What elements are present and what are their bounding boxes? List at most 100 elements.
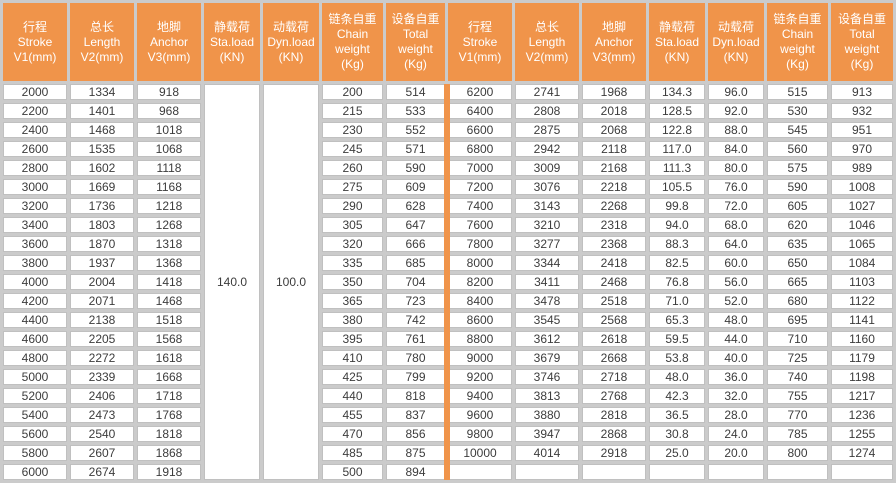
cell-right-sta-load: 42.3 (649, 388, 705, 404)
cell-left-chain-weight: 485 (322, 445, 383, 461)
table-row: 3200 1736 1218 290 628 7400 3143 2268 99.8 72.0 60… (3, 198, 893, 214)
cell-right-dyn-load: 88.0 (708, 122, 764, 138)
cell-right-chain-weight: 545 (767, 122, 828, 138)
header-left-col-2: 地脚 Anchor V3(mm) (137, 3, 201, 81)
cell-left-stroke: 2800 (3, 160, 67, 176)
cell-right-sta-load (649, 464, 705, 480)
cell-right-total-weight: 913 (831, 84, 893, 100)
table-row: 5800 2607 1868 485 875 10000 4014 2918 25.0 20.0 8… (3, 445, 893, 461)
cell-right-dyn-load: 40.0 (708, 350, 764, 366)
cell-right-chain-weight: 590 (767, 179, 828, 195)
cell-left-anchor: 1268 (137, 217, 201, 233)
cell-right-stroke: 9200 (448, 369, 512, 385)
cell-left-stroke: 4600 (3, 331, 67, 347)
cell-left-total-weight: 571 (386, 141, 445, 157)
cell-right-length: 3076 (515, 179, 579, 195)
cell-left-stroke: 5600 (3, 426, 67, 442)
cell-right-anchor: 2618 (582, 331, 646, 347)
cell-right-length: 4014 (515, 445, 579, 461)
table-row: 5600 2540 1818 470 856 9800 3947 2868 30.8 24.0 78… (3, 426, 893, 442)
cell-right-chain-weight (767, 464, 828, 480)
table-row: 3000 1669 1168 275 609 7200 3076 2218 105.5 76.0 5… (3, 179, 893, 195)
cell-right-sta-load: 111.3 (649, 160, 705, 176)
cell-right-sta-load: 36.5 (649, 407, 705, 423)
cell-right-chain-weight: 650 (767, 255, 828, 271)
cell-right-anchor: 2468 (582, 274, 646, 290)
cell-right-total-weight: 1236 (831, 407, 893, 423)
cell-left-total-weight: 837 (386, 407, 445, 423)
cell-right-chain-weight: 605 (767, 198, 828, 214)
cell-right-chain-weight: 695 (767, 312, 828, 328)
cell-right-stroke: 6600 (448, 122, 512, 138)
cell-right-chain-weight: 665 (767, 274, 828, 290)
cell-right-chain-weight: 635 (767, 236, 828, 252)
cell-right-anchor: 2068 (582, 122, 646, 138)
cell-right-total-weight: 1255 (831, 426, 893, 442)
cell-right-length: 3880 (515, 407, 579, 423)
cell-right-chain-weight: 725 (767, 350, 828, 366)
cell-left-anchor: 1918 (137, 464, 201, 480)
cell-right-anchor: 2668 (582, 350, 646, 366)
cell-right-chain-weight: 575 (767, 160, 828, 176)
cell-left-anchor: 1068 (137, 141, 201, 157)
cell-right-chain-weight: 530 (767, 103, 828, 119)
cell-right-sta-load: 76.8 (649, 274, 705, 290)
cell-right-anchor: 2168 (582, 160, 646, 176)
cell-right-length: 2875 (515, 122, 579, 138)
cell-left-anchor: 1418 (137, 274, 201, 290)
table-row: 2800 1602 1118 260 590 7000 3009 2168 111.3 80.0 5… (3, 160, 893, 176)
cell-left-length: 2540 (70, 426, 134, 442)
cell-left-length: 2138 (70, 312, 134, 328)
cell-left-length: 1334 (70, 84, 134, 100)
cell-right-dyn-load: 48.0 (708, 312, 764, 328)
cell-left-anchor: 1018 (137, 122, 201, 138)
cell-right-dyn-load: 28.0 (708, 407, 764, 423)
cell-right-total-weight: 1122 (831, 293, 893, 309)
cell-right-anchor: 2218 (582, 179, 646, 195)
cell-left-stroke: 4400 (3, 312, 67, 328)
cell-left-chain-weight: 470 (322, 426, 383, 442)
cell-left-total-weight: 590 (386, 160, 445, 176)
cell-right-dyn-load: 72.0 (708, 198, 764, 214)
cell-left-length: 2071 (70, 293, 134, 309)
cell-right-length: 3009 (515, 160, 579, 176)
cell-left-length: 1535 (70, 141, 134, 157)
cell-right-anchor: 2268 (582, 198, 646, 214)
cell-right-dyn-load: 36.0 (708, 369, 764, 385)
cell-left-total-weight: 704 (386, 274, 445, 290)
cell-right-stroke: 10000 (448, 445, 512, 461)
cell-right-length: 3947 (515, 426, 579, 442)
cell-right-stroke: 7600 (448, 217, 512, 233)
cell-right-anchor: 2518 (582, 293, 646, 309)
cell-right-dyn-load: 64.0 (708, 236, 764, 252)
cell-right-total-weight: 1141 (831, 312, 893, 328)
cell-right-sta-load: 65.3 (649, 312, 705, 328)
cell-right-stroke: 8000 (448, 255, 512, 271)
cell-left-chain-weight: 290 (322, 198, 383, 214)
cell-right-dyn-load (708, 464, 764, 480)
header-row: 行程 Stroke V1(mm) 总长 Length V2(mm) 地脚 Ancho… (3, 3, 893, 81)
cell-left-length: 1870 (70, 236, 134, 252)
cell-right-total-weight: 1198 (831, 369, 893, 385)
cell-left-length: 2406 (70, 388, 134, 404)
cell-right-anchor: 2868 (582, 426, 646, 442)
table-row: 4600 2205 1568 395 761 8800 3612 2618 59.5 44.0 71… (3, 331, 893, 347)
cell-left-chain-weight: 395 (322, 331, 383, 347)
cell-right-length: 3679 (515, 350, 579, 366)
table-row: 4800 2272 1618 410 780 9000 3679 2668 53.8 40.0 72… (3, 350, 893, 366)
cell-left-chain-weight: 410 (322, 350, 383, 366)
cell-right-dyn-load: 76.0 (708, 179, 764, 195)
cell-left-chain-weight: 425 (322, 369, 383, 385)
cell-left-chain-weight: 380 (322, 312, 383, 328)
cell-left-length: 1937 (70, 255, 134, 271)
cell-left-length: 1803 (70, 217, 134, 233)
cell-right-chain-weight: 785 (767, 426, 828, 442)
cell-left-length: 1602 (70, 160, 134, 176)
header-right-col-6: 设备自重 Total weight (Kg) (831, 3, 893, 81)
cell-left-total-weight: 875 (386, 445, 445, 461)
cell-right-sta-load: 99.8 (649, 198, 705, 214)
cell-left-length: 1468 (70, 122, 134, 138)
cell-right-length: 3746 (515, 369, 579, 385)
cell-left-total-weight: 666 (386, 236, 445, 252)
